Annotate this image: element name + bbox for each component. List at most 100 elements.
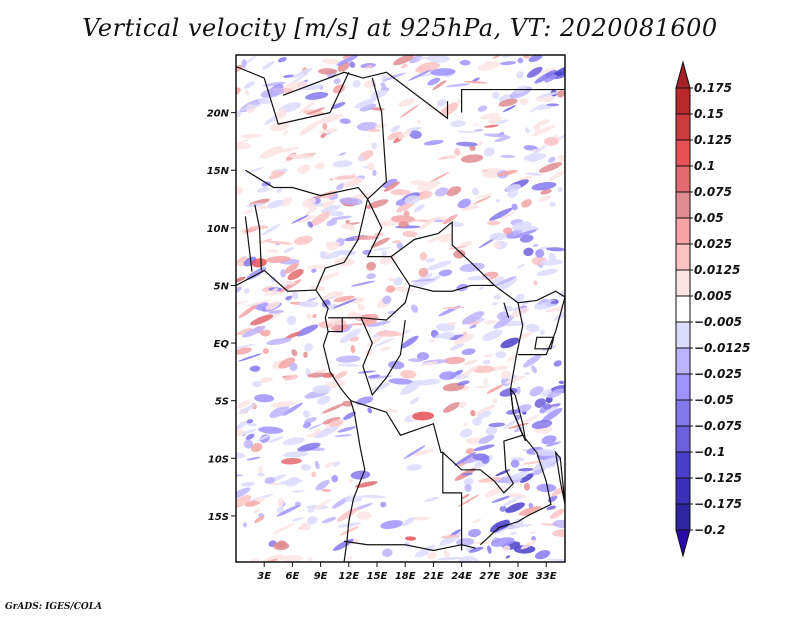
field-cell xyxy=(433,219,445,223)
colorbar-label: −0.1 xyxy=(694,445,725,459)
field-cell xyxy=(404,195,421,204)
field-cell xyxy=(363,166,369,169)
y-axis: 20N 15N 10N 5N EQ 5S 10S 15S xyxy=(207,109,236,523)
field-cell xyxy=(499,61,517,66)
field-cell xyxy=(432,80,447,91)
field-cell xyxy=(272,522,296,535)
field-cell xyxy=(425,257,436,263)
field-cell xyxy=(522,460,543,465)
field-cell xyxy=(302,410,310,418)
field-cell xyxy=(382,178,398,188)
field-cell xyxy=(364,64,373,69)
colorbar-swatch xyxy=(675,425,691,453)
field-cell xyxy=(505,555,511,559)
field-cell xyxy=(350,470,371,480)
field-cell xyxy=(245,433,255,441)
field-cell xyxy=(236,429,245,437)
field-cell xyxy=(510,459,520,468)
field-cell xyxy=(513,544,536,554)
field-cell xyxy=(265,301,281,310)
field-cell xyxy=(334,175,357,180)
field-cell xyxy=(263,558,279,562)
field-cell xyxy=(346,555,353,560)
lake-outline xyxy=(509,387,527,442)
field-cell xyxy=(357,370,376,374)
field-cell xyxy=(388,360,405,370)
field-cell xyxy=(457,380,470,386)
field-cell xyxy=(530,531,536,534)
field-cell xyxy=(458,401,467,409)
field-cell xyxy=(427,77,441,86)
field-cell xyxy=(297,164,311,174)
field-cell xyxy=(238,403,256,415)
colorbar-label: 0.15 xyxy=(694,107,724,121)
colorbar-label: −0.05 xyxy=(694,393,734,407)
field-cell xyxy=(550,300,559,304)
field-cell xyxy=(287,154,314,159)
field-cell xyxy=(333,461,341,468)
field-cell xyxy=(491,495,512,503)
field-cell xyxy=(372,169,377,176)
field-cell xyxy=(516,293,522,299)
field-cell xyxy=(544,137,559,146)
field-cell xyxy=(545,406,558,414)
field-cell xyxy=(339,328,362,344)
field-cell xyxy=(283,374,299,381)
field-cell xyxy=(443,402,461,413)
colorbar-label: −0.075 xyxy=(694,419,742,433)
field-cell xyxy=(533,280,538,286)
field-cell xyxy=(252,380,262,388)
border-line xyxy=(367,77,388,200)
field-cell xyxy=(267,200,284,209)
field-cell xyxy=(320,133,327,139)
field-cell xyxy=(268,310,284,314)
field-cell xyxy=(534,69,557,84)
field-cell xyxy=(419,275,442,287)
field-cell xyxy=(390,125,401,133)
field-cell xyxy=(483,320,498,325)
field-cell xyxy=(493,314,515,329)
field-cell xyxy=(531,419,553,429)
field-cell xyxy=(446,154,457,160)
field-cell xyxy=(393,55,415,66)
field-cell xyxy=(236,276,246,284)
field-cell xyxy=(540,329,545,335)
field-cell xyxy=(493,241,501,249)
field-cell xyxy=(541,407,563,423)
field-cell xyxy=(257,472,265,477)
field-cell xyxy=(489,276,505,286)
colorbar-swatch xyxy=(675,451,691,479)
field-cell xyxy=(327,241,340,251)
colorbar-label: −0.2 xyxy=(694,523,725,537)
field-cell xyxy=(482,329,503,341)
field-cell xyxy=(279,196,293,207)
field-cell xyxy=(307,509,314,513)
field-cell xyxy=(461,472,473,476)
field-cell xyxy=(390,189,411,196)
field-cell xyxy=(240,103,262,111)
field-cell xyxy=(449,343,465,351)
field-cell xyxy=(278,357,296,369)
field-cell xyxy=(398,221,409,228)
field-cell xyxy=(367,374,381,378)
field-cell xyxy=(506,523,533,529)
border-line xyxy=(315,198,369,291)
field-cell xyxy=(284,331,301,340)
field-cell xyxy=(269,405,290,418)
x-tick-label: 12E xyxy=(338,571,359,582)
field-cell xyxy=(492,398,498,404)
field-cell xyxy=(511,221,532,231)
field-cell xyxy=(289,362,298,371)
field-cell xyxy=(482,169,488,172)
field-cell xyxy=(427,235,445,243)
field-cell xyxy=(337,522,362,528)
field-cell xyxy=(336,183,345,190)
field-cell xyxy=(287,269,304,281)
field-cell xyxy=(499,211,516,220)
colorbar-swatch xyxy=(675,87,691,115)
field-cell xyxy=(350,280,376,287)
field-cell xyxy=(336,55,359,66)
field-cell xyxy=(409,130,422,139)
colorbar-extend-max xyxy=(675,60,691,89)
field-cell xyxy=(320,204,341,214)
